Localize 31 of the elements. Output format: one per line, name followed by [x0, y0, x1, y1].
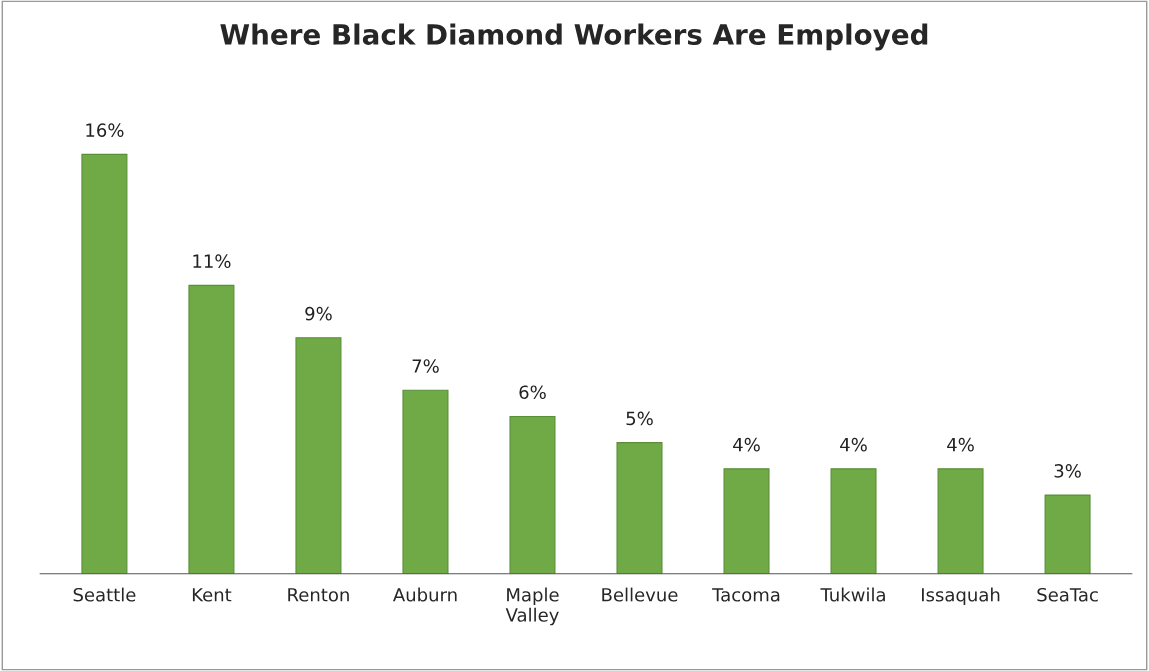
x-tick-label: Kent: [192, 588, 232, 602]
x-tick-label: Maple Valley: [505, 587, 559, 626]
bar: [830, 468, 877, 574]
data-label: 4%: [733, 437, 760, 452]
data-label: 16%: [86, 123, 124, 137]
bar: [723, 468, 770, 574]
data-label: 5%: [626, 411, 653, 426]
data-label: 6%: [519, 385, 546, 400]
data-label: 7%: [412, 359, 439, 373]
data-label: 4%: [947, 437, 974, 452]
bar: [937, 468, 984, 574]
bar: [81, 153, 128, 574]
bar: [1044, 494, 1091, 574]
data-label: 3%: [1054, 464, 1081, 478]
x-tick-label: Issaquah: [922, 587, 1000, 606]
x-tick-label: Auburn: [392, 587, 457, 602]
bar: [509, 415, 556, 574]
x-tick-label: Renton: [288, 588, 349, 602]
data-label: 9%: [305, 306, 332, 321]
data-label: 11%: [193, 254, 231, 268]
bar: [295, 337, 342, 574]
x-tick-label: SeaTac: [1037, 587, 1098, 602]
chart-title: Where Black Diamond Workers Are Employed: [220, 23, 928, 51]
x-tick-label: Tacoma: [712, 588, 780, 602]
bar: [616, 442, 663, 574]
bar: [188, 284, 235, 574]
data-label: 4%: [840, 437, 867, 452]
x-tick-label: Tukwila: [820, 587, 885, 602]
x-tick-label: Seattle: [73, 587, 136, 602]
x-tick-label: Bellevue: [602, 587, 678, 602]
bar: [402, 389, 449, 574]
